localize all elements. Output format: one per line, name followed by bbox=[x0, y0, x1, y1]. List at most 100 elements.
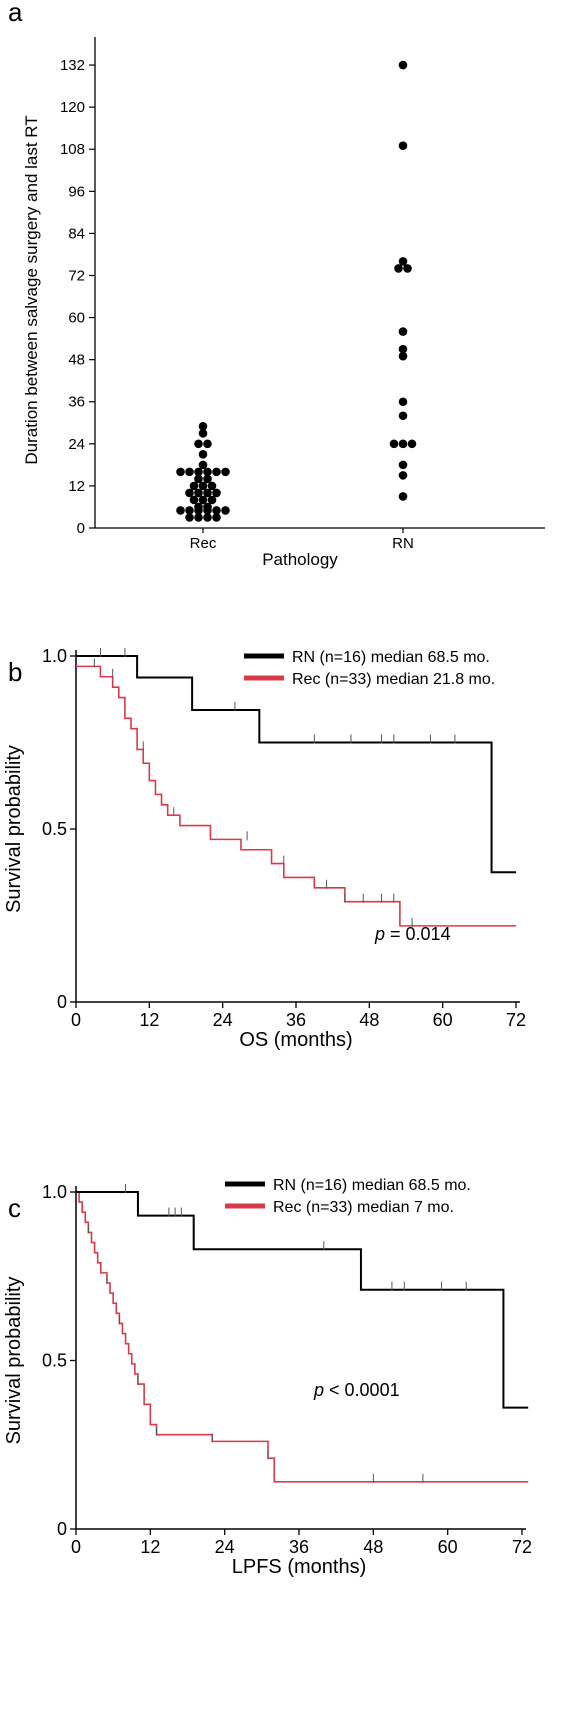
x-tick-label: 60 bbox=[438, 1537, 458, 1557]
panel-b-os-curve: b 0 12 24 36 48 60 72 0 0.5 1.0 OS (months) Surviva… bbox=[0, 646, 588, 1180]
x-tick-label: 0 bbox=[71, 1537, 81, 1557]
y-tick-label: 36 bbox=[68, 394, 85, 411]
x-tick-label: 36 bbox=[286, 1010, 306, 1030]
data-point-rec bbox=[221, 506, 230, 515]
data-point-rn bbox=[398, 397, 408, 407]
y-tick-label: 132 bbox=[60, 57, 85, 74]
y-tick-label: 0.5 bbox=[42, 1351, 67, 1371]
data-point-rn bbox=[398, 327, 408, 336]
x-tick-label: 0 bbox=[71, 1010, 81, 1030]
data-point-rn bbox=[394, 264, 403, 273]
legend-label: RN (n=16) median 68.5 mo. bbox=[273, 1177, 471, 1194]
p-value-text: < 0.0001 bbox=[324, 1380, 400, 1400]
data-point-rec bbox=[203, 502, 212, 512]
data-point-rec bbox=[185, 488, 194, 498]
data-point-rec bbox=[203, 513, 212, 522]
data-point-rec bbox=[194, 513, 203, 522]
y-axis-title: Duration between salvage surgery and las… bbox=[22, 115, 41, 464]
x-tick-label: 48 bbox=[363, 1537, 383, 1557]
data-point-rn bbox=[398, 439, 408, 449]
y-tick-label: 0.5 bbox=[42, 819, 67, 839]
y-axis-title: Survival probability bbox=[3, 745, 25, 913]
data-point-rec bbox=[176, 467, 185, 477]
y-tick-label: 84 bbox=[68, 225, 85, 242]
data-point-rec bbox=[198, 450, 208, 459]
data-point-rec bbox=[203, 488, 212, 498]
y-tick-label: 120 bbox=[60, 99, 85, 116]
p-symbol: p bbox=[374, 924, 385, 944]
data-point-rec bbox=[212, 467, 221, 477]
y-axis-title: Survival probability bbox=[3, 1277, 25, 1445]
legend-label: Rec (n=33) median 7 mo. bbox=[273, 1199, 454, 1216]
y-tick-label: 72 bbox=[68, 267, 85, 284]
data-point-rn bbox=[398, 471, 408, 480]
x-axis-title: LPFS (months) bbox=[232, 1556, 366, 1578]
data-point-rec bbox=[212, 513, 221, 522]
x-tick-label: 72 bbox=[506, 1010, 526, 1030]
rec-survival-curve bbox=[76, 665, 516, 927]
panel-a-dot-plot: a 0 12 24 36 48 60 72 84 96 108 120 132 Rec RN Patholo… bbox=[0, 0, 588, 640]
x-tick-label: 24 bbox=[215, 1537, 235, 1557]
y-tick-label: 1.0 bbox=[42, 1182, 67, 1202]
x-tick-label: 12 bbox=[139, 1010, 159, 1030]
data-point-rec bbox=[203, 467, 212, 477]
x-tick-label: 72 bbox=[512, 1537, 532, 1557]
data-point-rec bbox=[221, 467, 230, 477]
data-point-rec bbox=[194, 474, 203, 484]
y-tick-label: 108 bbox=[60, 141, 85, 158]
data-point-rec bbox=[198, 481, 208, 491]
data-point-rec bbox=[207, 495, 217, 505]
x-axis-title: Pathology bbox=[262, 550, 338, 569]
y-tick-label: 96 bbox=[68, 183, 85, 200]
data-point-rec bbox=[185, 506, 194, 515]
data-point-rec bbox=[189, 481, 199, 491]
data-point-rec bbox=[194, 488, 203, 498]
data-point-rec bbox=[198, 421, 208, 431]
data-point-rn bbox=[398, 257, 408, 266]
panel-b-letter: b bbox=[8, 657, 23, 687]
data-point-rn bbox=[398, 60, 408, 70]
data-point-rec bbox=[212, 488, 221, 498]
y-tick-label: 48 bbox=[68, 352, 85, 369]
x-tick-label: RN bbox=[392, 535, 414, 552]
panel-c-letter: c bbox=[8, 1193, 21, 1223]
x-tick-label: Rec bbox=[190, 535, 217, 552]
x-tick-label: 24 bbox=[213, 1010, 233, 1030]
data-point-rec bbox=[176, 506, 185, 515]
rec-survival-curve bbox=[76, 1191, 529, 1483]
data-point-rec bbox=[198, 495, 208, 505]
data-point-rec bbox=[194, 467, 203, 477]
rn-survival-curve bbox=[76, 1191, 529, 1409]
data-point-rec bbox=[194, 502, 203, 512]
p-value-text: = 0.014 bbox=[385, 924, 451, 944]
y-tick-label: 12 bbox=[68, 478, 85, 495]
data-point-rn bbox=[407, 439, 417, 449]
panel-a-letter: a bbox=[8, 0, 23, 27]
data-point-rec bbox=[203, 439, 212, 449]
p-value-annotation: p < 0.0001 bbox=[313, 1380, 400, 1400]
y-tick-label: 0 bbox=[77, 520, 85, 537]
data-point-rec bbox=[198, 429, 208, 438]
data-point-rn bbox=[398, 411, 408, 421]
panel-c-lpfs-curve: c 0 12 24 36 48 60 72 0 0.5 1.0 LPFS (months) Survi… bbox=[0, 1177, 588, 1731]
p-value-annotation: p = 0.014 bbox=[374, 924, 451, 944]
x-tick-label: 36 bbox=[289, 1537, 309, 1557]
rn-survival-curve bbox=[76, 655, 516, 874]
data-point-rn bbox=[389, 439, 399, 449]
p-symbol: p bbox=[313, 1380, 324, 1400]
data-point-rec bbox=[207, 481, 217, 491]
data-point-rec bbox=[212, 506, 221, 515]
x-tick-label: 48 bbox=[359, 1010, 379, 1030]
y-tick-label: 60 bbox=[68, 310, 85, 327]
lpfs-km-chart: 0 12 24 36 48 60 72 0 0.5 1.0 LPFS (months) Surviva… bbox=[3, 1177, 532, 1578]
data-point-rn bbox=[403, 264, 412, 273]
legend-label: RN (n=16) median 68.5 mo. bbox=[292, 649, 490, 666]
data-point-rec bbox=[185, 467, 194, 477]
dot-plot-chart: 0 12 24 36 48 60 72 84 96 108 120 132 Rec RN Pathology… bbox=[22, 37, 545, 569]
legend-label: Rec (n=33) median 21.8 mo. bbox=[292, 671, 495, 688]
os-km-chart: 0 12 24 36 48 60 72 0 0.5 1.0 OS (months) Survival … bbox=[3, 646, 526, 1051]
data-point-rn bbox=[398, 351, 408, 361]
data-point-rec bbox=[189, 495, 199, 505]
data-point-rn bbox=[398, 141, 408, 151]
data-point-rec bbox=[198, 460, 208, 470]
